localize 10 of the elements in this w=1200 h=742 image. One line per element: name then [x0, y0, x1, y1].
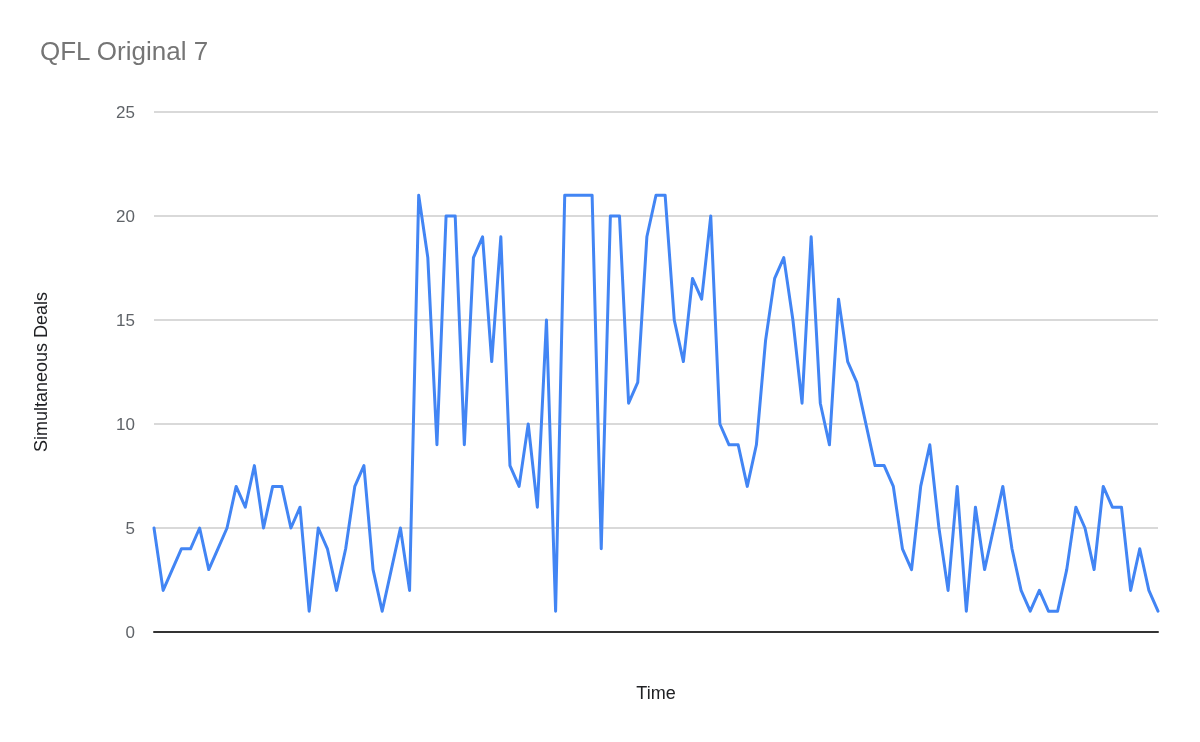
y-tick-label: 5: [125, 518, 135, 538]
y-axis-title: Simultaneous Deals: [31, 291, 51, 453]
chart-title: QFL Original 7: [40, 36, 209, 66]
x-axis-title: Time: [636, 683, 676, 703]
y-tick-label: 20: [116, 206, 135, 226]
line-series: [152, 193, 1160, 613]
y-tick-label: 25: [116, 102, 135, 122]
y-tick-label: 0: [125, 622, 135, 642]
y-tick-label: 15: [116, 310, 135, 330]
y-tick-label: 10: [116, 414, 135, 434]
